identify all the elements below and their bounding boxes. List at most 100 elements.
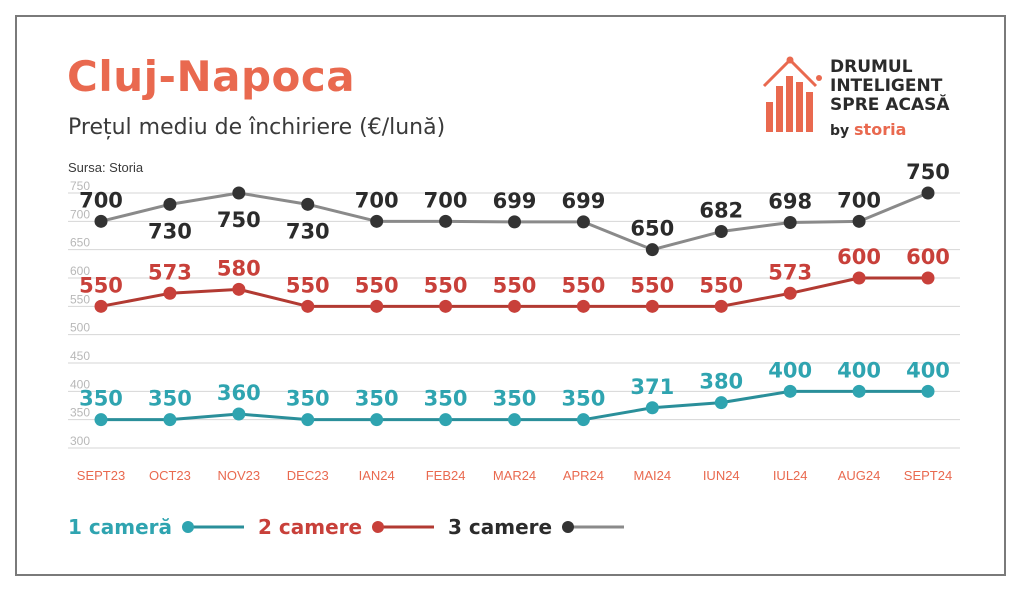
x-tick-label: SEPT23 xyxy=(77,468,125,483)
data-point-3-rooms xyxy=(439,214,453,228)
logo-by: by xyxy=(830,123,850,139)
x-tick-label: NOV23 xyxy=(218,468,261,483)
data-point-3-rooms xyxy=(852,214,866,228)
data-label-1-room: 350 xyxy=(355,387,399,411)
data-label-2-rooms: 550 xyxy=(286,273,330,297)
data-label-3-rooms: 700 xyxy=(355,188,399,212)
data-label-2-rooms: 550 xyxy=(79,273,123,297)
data-label-1-room: 350 xyxy=(79,387,123,411)
logo-brand: storia xyxy=(854,120,907,139)
data-label-3-rooms: 700 xyxy=(424,188,468,212)
data-point-2-rooms xyxy=(508,299,521,313)
x-tick-label: FEB24 xyxy=(426,468,466,483)
data-point-3-rooms xyxy=(94,214,108,228)
data-point-3-rooms xyxy=(232,186,246,200)
legend-label-1-room: 1 cameră xyxy=(68,515,172,539)
data-label-3-rooms: 698 xyxy=(768,189,812,213)
data-point-2-rooms xyxy=(163,286,177,300)
data-label-3-rooms: 650 xyxy=(630,217,674,241)
data-point-2-rooms xyxy=(852,271,866,285)
legend-item-2-rooms: 2 camere xyxy=(258,512,435,542)
data-point-3-rooms xyxy=(714,225,728,239)
x-tick-label: OCT23 xyxy=(149,468,191,483)
x-tick-label: APR24 xyxy=(563,468,604,483)
data-point-2-rooms xyxy=(301,299,315,313)
data-label-3-rooms: 700 xyxy=(837,188,881,212)
legend-swatch-1-room xyxy=(182,521,244,533)
data-label-1-room: 360 xyxy=(217,381,261,405)
x-tick-label: IAN24 xyxy=(359,468,395,483)
data-point-2-rooms xyxy=(921,271,935,285)
data-label-2-rooms: 573 xyxy=(148,260,192,284)
data-point-3-rooms xyxy=(508,215,521,229)
x-tick-label: IUN24 xyxy=(703,468,740,483)
data-label-3-rooms: 750 xyxy=(217,208,261,232)
y-tick-label: 400 xyxy=(70,377,90,391)
data-point-1-room xyxy=(576,413,590,427)
data-point-1-room xyxy=(370,413,384,427)
legend-item-1-room: 1 cameră xyxy=(68,512,244,542)
data-point-3-rooms xyxy=(921,186,935,200)
data-label-1-room: 400 xyxy=(768,358,812,382)
data-label-2-rooms: 600 xyxy=(837,245,881,269)
data-label-2-rooms: 550 xyxy=(699,273,743,297)
chart-subtitle: Prețul mediu de închiriere (€/lună) xyxy=(68,115,446,140)
y-tick-label: 300 xyxy=(70,434,90,448)
legend-label-3-rooms: 3 camere xyxy=(448,515,553,539)
data-label-3-rooms: 730 xyxy=(148,219,192,243)
chart-title: Cluj-Napoca xyxy=(67,52,356,101)
data-label-1-room: 350 xyxy=(493,387,537,411)
data-label-1-room: 400 xyxy=(837,358,881,382)
data-label-1-room: 371 xyxy=(630,375,674,399)
data-label-2-rooms: 550 xyxy=(493,273,537,297)
y-tick-label: 500 xyxy=(70,321,90,335)
data-label-2-rooms: 550 xyxy=(630,273,674,297)
x-tick-label: SEPT24 xyxy=(904,468,952,483)
data-point-1-room xyxy=(714,396,728,410)
x-tick-label: AUG24 xyxy=(838,468,881,483)
data-label-2-rooms: 550 xyxy=(355,273,399,297)
data-point-1-room xyxy=(163,413,177,427)
brand-logo: DRUMUL INTELIGENT SPRE ACASĂ by storia xyxy=(760,56,980,140)
data-point-1-room xyxy=(921,384,935,398)
data-point-2-rooms xyxy=(576,299,590,313)
legend-swatch-2-rooms xyxy=(372,521,435,533)
data-point-3-rooms xyxy=(370,214,384,228)
data-point-2-rooms xyxy=(370,299,384,313)
legend-swatch-3-rooms xyxy=(562,521,625,533)
data-point-1-room xyxy=(232,407,246,421)
data-label-3-rooms: 682 xyxy=(699,199,743,223)
data-point-2-rooms xyxy=(232,282,246,296)
data-point-3-rooms xyxy=(301,197,315,211)
chart-frame xyxy=(15,15,1006,576)
data-point-2-rooms xyxy=(439,299,453,313)
logo-line-1: DRUMUL xyxy=(830,57,913,77)
y-tick-label: 350 xyxy=(70,406,90,420)
data-label-1-room: 350 xyxy=(424,387,468,411)
x-tick-label: MAI24 xyxy=(634,468,672,483)
data-point-1-room xyxy=(783,384,797,398)
data-label-1-room: 350 xyxy=(148,387,192,411)
x-tick-label: DEC23 xyxy=(287,468,329,483)
data-point-3-rooms xyxy=(783,215,797,229)
data-point-1-room xyxy=(645,401,659,415)
legend-label-2-rooms: 2 camere xyxy=(258,515,363,539)
data-label-1-room: 380 xyxy=(699,370,743,394)
data-label-3-rooms: 700 xyxy=(79,188,123,212)
data-point-1-room xyxy=(301,413,315,427)
data-label-2-rooms: 600 xyxy=(906,245,950,269)
y-tick-label: 750 xyxy=(70,179,90,193)
data-point-3-rooms xyxy=(645,243,659,257)
data-label-3-rooms: 730 xyxy=(286,219,330,243)
data-label-3-rooms: 699 xyxy=(561,189,605,213)
data-label-2-rooms: 573 xyxy=(768,260,812,284)
y-tick-label: 450 xyxy=(70,349,90,363)
source-note: Sursa: Storia xyxy=(68,160,144,175)
data-point-1-room xyxy=(852,384,866,398)
data-point-2-rooms xyxy=(783,286,797,300)
data-label-2-rooms: 580 xyxy=(217,256,261,280)
data-point-3-rooms xyxy=(163,197,177,211)
data-point-2-rooms xyxy=(714,299,728,313)
data-label-2-rooms: 550 xyxy=(424,273,468,297)
